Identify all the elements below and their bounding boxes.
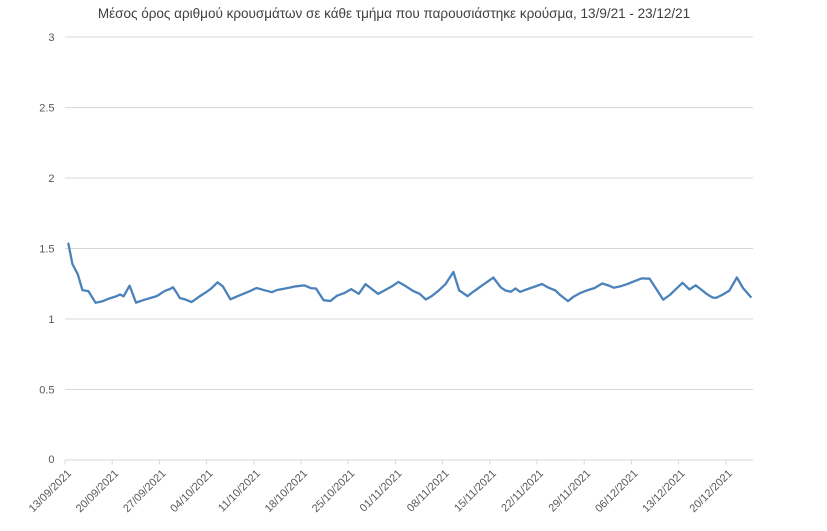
svg-text:20/09/2021: 20/09/2021 (74, 468, 121, 515)
svg-text:11/10/2021: 11/10/2021 (216, 468, 263, 515)
svg-text:20/12/2021: 20/12/2021 (688, 468, 735, 515)
svg-text:0: 0 (48, 454, 54, 466)
svg-text:Μέσος όρος αριθμού κρουσμάτων: Μέσος όρος αριθμού κρουσμάτων σε κάθε τμ… (98, 6, 690, 21)
svg-text:06/12/2021: 06/12/2021 (593, 468, 640, 515)
svg-text:18/10/2021: 18/10/2021 (263, 468, 310, 515)
svg-text:1.5: 1.5 (39, 244, 54, 256)
svg-text:27/09/2021: 27/09/2021 (121, 468, 168, 515)
svg-text:2.5: 2.5 (39, 103, 54, 115)
svg-text:04/10/2021: 04/10/2021 (168, 468, 215, 515)
svg-text:29/11/2021: 29/11/2021 (546, 468, 593, 515)
svg-text:1: 1 (48, 314, 54, 326)
svg-text:01/11/2021: 01/11/2021 (358, 468, 405, 515)
svg-text:13/12/2021: 13/12/2021 (640, 468, 687, 515)
svg-text:0.5: 0.5 (39, 385, 54, 397)
svg-text:15/11/2021: 15/11/2021 (452, 468, 499, 515)
svg-text:22/11/2021: 22/11/2021 (499, 468, 546, 515)
svg-text:08/11/2021: 08/11/2021 (405, 468, 452, 515)
svg-text:3: 3 (48, 32, 54, 44)
svg-text:2: 2 (48, 173, 54, 185)
svg-text:25/10/2021: 25/10/2021 (310, 468, 357, 515)
svg-text:13/09/2021: 13/09/2021 (27, 468, 74, 515)
